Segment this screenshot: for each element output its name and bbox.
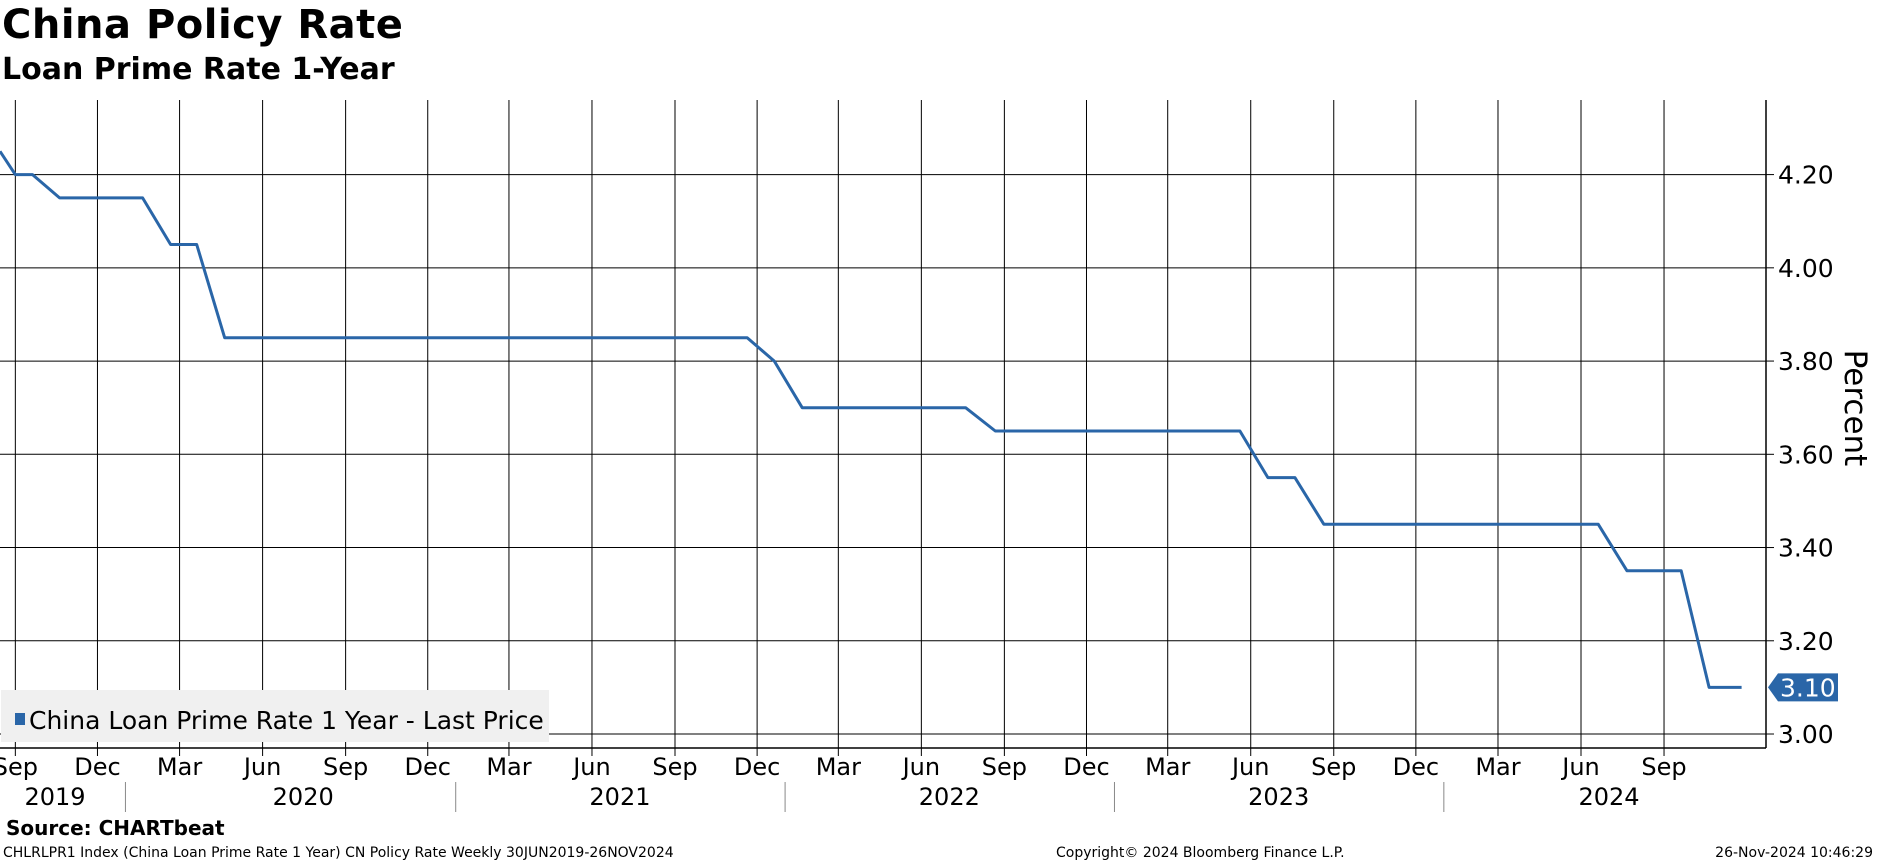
x-tick-label: Mar bbox=[486, 753, 531, 781]
x-year-label: 2023 bbox=[1248, 783, 1309, 811]
last-value-label: 3.10 bbox=[1780, 673, 1836, 702]
x-tick-label: Jun bbox=[901, 753, 941, 781]
x-tick-label: Sep bbox=[0, 753, 38, 781]
series-line bbox=[0, 150, 1742, 689]
x-tick-label: Dec bbox=[734, 753, 780, 781]
y-tick-label: 4.00 bbox=[1778, 254, 1834, 283]
legend-swatch bbox=[15, 713, 25, 725]
x-tick-label: Sep bbox=[323, 753, 368, 781]
x-tick-label: Mar bbox=[157, 753, 202, 781]
x-tick-label: Dec bbox=[405, 753, 451, 781]
x-tick-label: Mar bbox=[816, 753, 861, 781]
y-tick-label: 4.20 bbox=[1778, 161, 1834, 190]
x-year-label: 2020 bbox=[273, 783, 334, 811]
x-tick-label: Sep bbox=[1641, 753, 1686, 781]
x-tick-label: Jun bbox=[1560, 753, 1600, 781]
x-tick-label: Jun bbox=[242, 753, 282, 781]
x-tick-label: Jun bbox=[571, 753, 611, 781]
y-axis-title: Percent bbox=[1837, 350, 1873, 467]
x-tick-label: Sep bbox=[652, 753, 697, 781]
chart-subtitle: Loan Prime Rate 1-Year bbox=[2, 52, 395, 87]
x-year-label: 2024 bbox=[1578, 783, 1639, 811]
x-tick-label: Sep bbox=[982, 753, 1027, 781]
legend-box bbox=[1, 690, 549, 742]
line-chart: Sep Dec Mar Jun Sep Dec Mar Jun Sep Dec Mar Jun Sep D… bbox=[0, 100, 1873, 812]
x-year-label: 2022 bbox=[919, 783, 980, 811]
chart-title: China Policy Rate bbox=[2, 2, 404, 48]
x-tick-label: Mar bbox=[1475, 753, 1520, 781]
x-tick-label: Dec bbox=[74, 753, 120, 781]
y-tick-label: 3.80 bbox=[1778, 347, 1834, 376]
x-tick-label: Sep bbox=[1311, 753, 1356, 781]
y-tick-label: 3.40 bbox=[1778, 534, 1834, 563]
x-year-label: 2021 bbox=[589, 783, 650, 811]
y-tick-label: 3.20 bbox=[1778, 627, 1834, 656]
x-tick-label: Dec bbox=[1063, 753, 1109, 781]
x-tick-label: Jun bbox=[1230, 753, 1270, 781]
footer-ticker-info: CHLRLPR1 Index (China Loan Prime Rate 1 … bbox=[3, 845, 674, 861]
legend-label: China Loan Prime Rate 1 Year - Last Pric… bbox=[29, 706, 544, 735]
y-tick-label: 3.00 bbox=[1778, 720, 1834, 749]
source-note: Source: CHARTbeat bbox=[6, 816, 225, 840]
x-year-label: 2019 bbox=[25, 783, 86, 811]
footer-copyright: Copyright© 2024 Bloomberg Finance L.P. bbox=[1056, 845, 1345, 861]
footer-timestamp: 26-Nov-2024 10:46:29 bbox=[1715, 845, 1873, 861]
x-tick-label: Dec bbox=[1393, 753, 1439, 781]
y-tick-label: 3.60 bbox=[1778, 440, 1834, 469]
x-tick-label: Mar bbox=[1145, 753, 1190, 781]
last-value-tag bbox=[1768, 673, 1838, 702]
